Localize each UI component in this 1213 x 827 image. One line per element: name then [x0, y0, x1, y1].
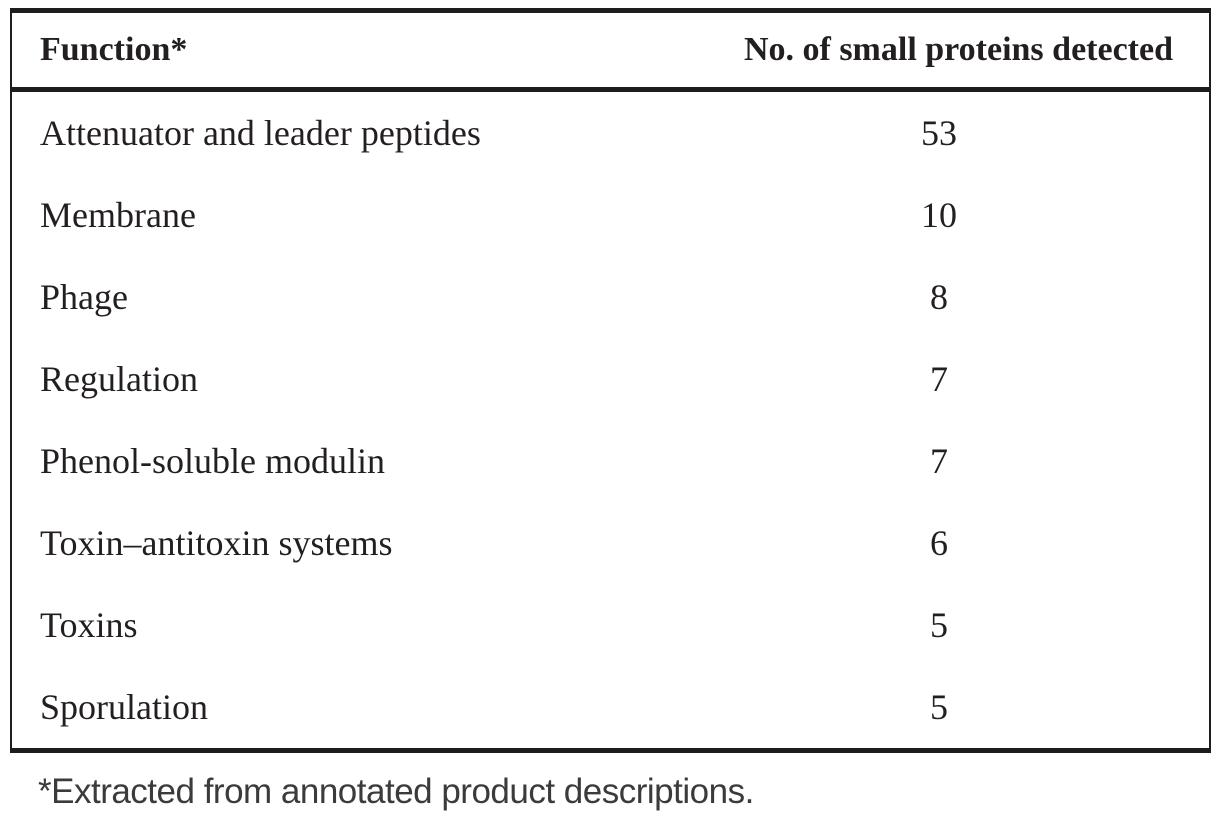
column-header-function: Function* — [40, 31, 188, 68]
function-cell: Membrane — [40, 195, 196, 235]
table-row: Phage 8 — [12, 256, 1209, 338]
count-cell: 5 — [930, 687, 948, 727]
table-row: Membrane 10 — [12, 174, 1209, 256]
table-row: Regulation 7 — [12, 338, 1209, 420]
count-cell: 7 — [930, 441, 948, 481]
table-row: Toxins 5 — [12, 584, 1209, 666]
column-header-count: No. of small proteins detected — [743, 31, 1173, 68]
table-row: Toxin–antitoxin systems 6 — [12, 502, 1209, 584]
function-cell: Toxins — [40, 605, 138, 645]
function-cell: Regulation — [40, 359, 198, 399]
table-row: Phenol-soluble modulin 7 — [12, 420, 1209, 502]
table-header-row: Function* No. of small proteins detected — [12, 13, 1209, 92]
count-cell: 8 — [930, 277, 948, 317]
count-cell: 10 — [921, 195, 957, 235]
count-cell: 7 — [930, 359, 948, 399]
function-cell: Attenuator and leader peptides — [40, 113, 481, 153]
function-cell: Sporulation — [40, 687, 208, 727]
table-footnote: *Extracted from annotated product descri… — [38, 772, 754, 811]
small-proteins-function-table: Function* No. of small proteins detected… — [10, 8, 1211, 753]
function-cell: Phenol-soluble modulin — [40, 441, 385, 481]
function-cell: Phage — [40, 277, 128, 317]
function-cell: Toxin–antitoxin systems — [40, 523, 393, 563]
count-cell: 6 — [930, 523, 948, 563]
count-cell: 5 — [930, 605, 948, 645]
table-body: Attenuator and leader peptides 53 Membra… — [12, 92, 1209, 748]
table-row: Sporulation 5 — [12, 666, 1209, 748]
count-cell: 53 — [921, 113, 957, 153]
table-row: Attenuator and leader peptides 53 — [12, 92, 1209, 174]
